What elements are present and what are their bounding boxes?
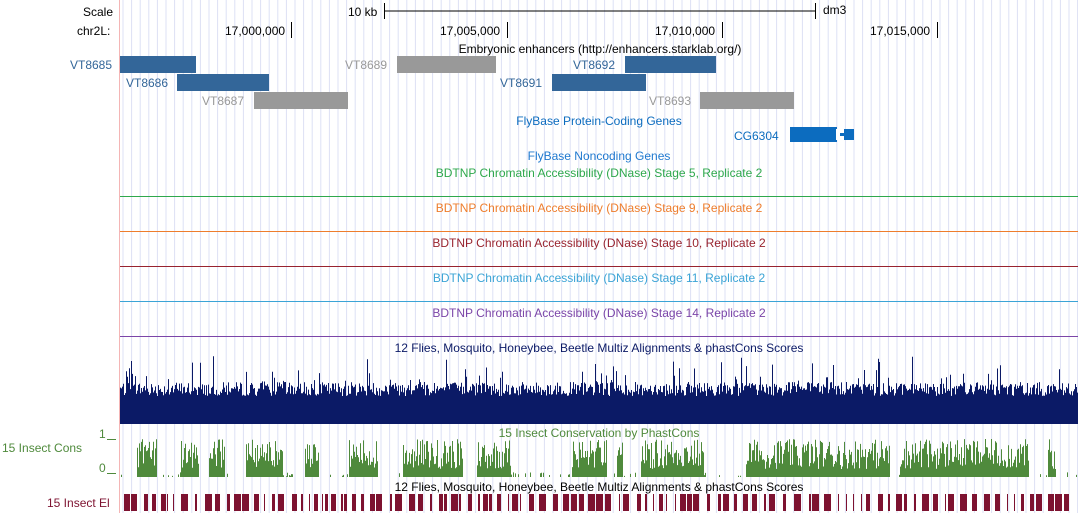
dnase-stage5-signal [120, 196, 1078, 197]
insect-el-elements[interactable] [120, 494, 1078, 511]
dnase-stage14-track-title[interactable]: BDTNP Chromatin Accessibility (DNase) St… [432, 306, 766, 320]
enhancer-feature-vt8692[interactable] [625, 56, 716, 73]
dnase-stage11-signal [120, 301, 1078, 302]
enhancer-feature-vt8687[interactable] [254, 92, 348, 109]
scale-bar [384, 3, 816, 19]
multiz-conservation-signal[interactable] [120, 354, 1078, 424]
dnase-stage14-signal [120, 336, 1078, 337]
enhancer-feature-vt8691[interactable] [552, 74, 646, 91]
position-label: 17,005,000 [440, 24, 501, 38]
enhancer-label-vt8691[interactable]: VT8691 [500, 76, 543, 90]
enhancer-label-vt8689[interactable]: VT8689 [345, 58, 388, 72]
enhancer-feature-vt8686[interactable] [177, 74, 269, 91]
position-label: 17,015,000 [870, 24, 931, 38]
insect-cons-axis-ticks [107, 439, 116, 474]
gene-model-cg6304[interactable] [788, 124, 856, 144]
position-label: 17,010,000 [655, 24, 716, 38]
enhancer-label-vt8693[interactable]: VT8693 [649, 94, 692, 108]
position-label: 17,000,000 [225, 24, 286, 38]
multiz-track-title[interactable]: 12 Flies, Mosquito, Honeybee, Beetle Mul… [394, 341, 804, 355]
dnase-stage10-track-title[interactable]: BDTNP Chromatin Accessibility (DNase) St… [432, 236, 766, 250]
chrom-label: chr2L: [77, 24, 111, 38]
position-ticks [291, 22, 938, 38]
track-left-border [119, 0, 120, 513]
scale-label: Scale [83, 5, 114, 19]
flybase-noncoding-track-title[interactable]: FlyBase Noncoding Genes [527, 149, 671, 163]
insect-el-track-title[interactable]: 12 Flies, Mosquito, Honeybee, Beetle Mul… [394, 480, 804, 494]
gene-label-cg6304[interactable]: CG6304 [734, 129, 779, 143]
enhancer-feature-vt8685[interactable] [120, 56, 196, 73]
dnase-stage11-track-title[interactable]: BDTNP Chromatin Accessibility (DNase) St… [432, 271, 766, 285]
insect-cons-signal[interactable] [120, 439, 1078, 477]
enhancer-feature-vt8689[interactable] [397, 56, 496, 73]
enhancer-label-vt8687[interactable]: VT8687 [202, 94, 245, 108]
enhancer-label-vt8692[interactable]: VT8692 [573, 58, 616, 72]
enhancer-feature-vt8693[interactable] [700, 92, 794, 109]
dnase-stage10-signal [120, 266, 1078, 267]
insect-cons-track-title[interactable]: 15 Insect Conservation by PhastCons [498, 426, 700, 440]
assembly-label: dm3 [823, 3, 847, 17]
insect-el-side-label[interactable]: 15 Insect El [47, 496, 110, 510]
dnase-stage9-track-title[interactable]: BDTNP Chromatin Accessibility (DNase) St… [435, 201, 763, 215]
enhancer-label-vt8686[interactable]: VT8686 [126, 76, 169, 90]
insect-cons-axis-max: 1 [99, 427, 106, 441]
insect-cons-side-label[interactable]: 15 Insect Cons [2, 441, 83, 455]
enhancer-label-vt8685[interactable]: VT8685 [70, 58, 113, 72]
insect-cons-axis-min: 0 [99, 461, 106, 475]
dnase-stage5-track-title[interactable]: BDTNP Chromatin Accessibility (DNase) St… [435, 166, 763, 180]
scale-bar-label: 10 kb [348, 5, 378, 19]
flybase-coding-track-title[interactable]: FlyBase Protein-Coding Genes [516, 114, 682, 128]
enhancer-track-title[interactable]: Embryonic enhancers (http://enhancers.st… [458, 42, 742, 56]
dnase-stage9-signal [120, 231, 1078, 232]
